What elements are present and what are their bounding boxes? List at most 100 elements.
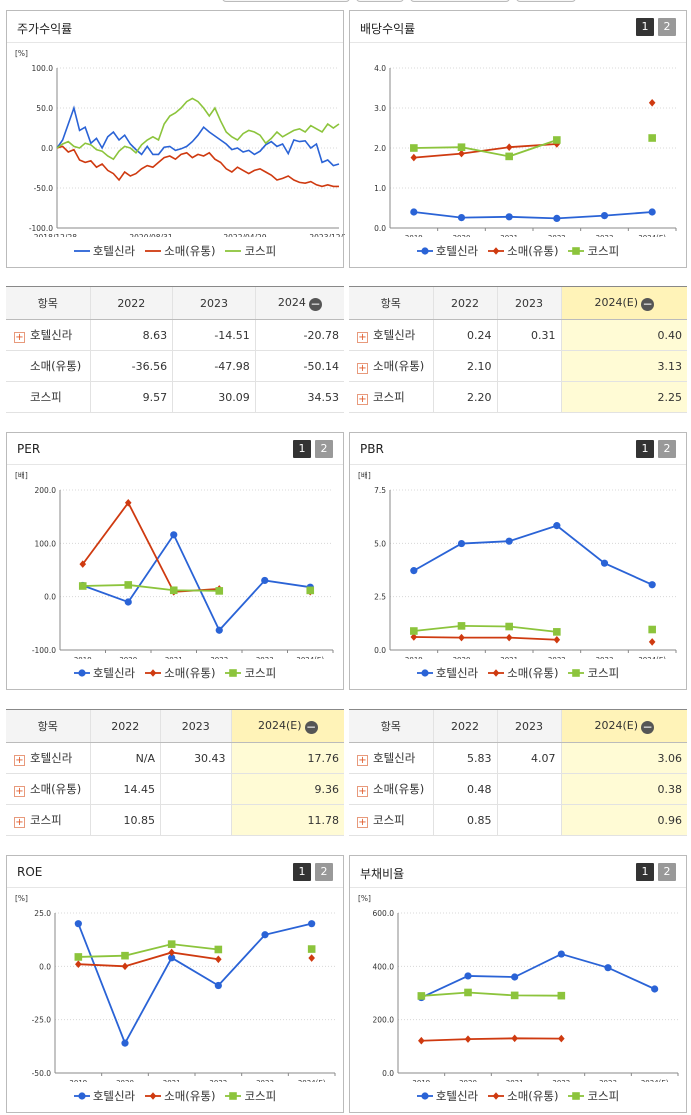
row-name: 호텔신라 (30, 751, 73, 765)
expand-icon[interactable]: + (357, 363, 368, 374)
top-tab[interactable] (410, 0, 510, 2)
y-tick-label: 0.0 (39, 962, 51, 971)
collapse-icon[interactable]: − (308, 296, 322, 311)
legend-item[interactable]: 코스피 (225, 243, 276, 259)
per-chart: [배] 200.0 100.0 0.0 -100.0 2019 2020 2021 2022 20… (15, 471, 334, 659)
data-point (648, 625, 656, 634)
data-point (553, 214, 561, 222)
row-label: + 소매(유통) (349, 350, 433, 382)
legend-item[interactable]: 소매(유통) (488, 1088, 558, 1104)
y-tick-label: 200.0 (373, 1016, 395, 1025)
data-point (553, 635, 561, 644)
legend-label: 소매(유통) (507, 1089, 559, 1103)
stock-chart: [%] 100.0 50.0 0.0 -50.0 -100.02018/12/28 2020… (15, 49, 345, 237)
legend-swatch (145, 1092, 162, 1100)
expand-icon[interactable]: + (14, 332, 25, 343)
page-1-button[interactable]: 1 (636, 440, 654, 458)
legend-item[interactable]: 소매(유통) (145, 665, 215, 681)
per-panel: PER 1 2 [배] 200.0 100.0 0.0 -100.0 2019 2020 20… (6, 432, 344, 690)
table-cell (496, 773, 561, 805)
page-1-button[interactable]: 1 (636, 18, 654, 36)
expand-icon[interactable]: + (14, 786, 25, 797)
row-name: 코스피 (373, 390, 405, 404)
data-point (511, 1034, 518, 1043)
legend-label: 코스피 (244, 1089, 277, 1103)
legend-label: 호텔신라 (435, 666, 479, 680)
column-header: 2022 (89, 709, 161, 743)
pbr-panel: PBR 1 2 [배]7.5 5.0 2.5 0.0 2019 2020 2021 2022 2… (349, 432, 687, 690)
collapse-icon[interactable]: − (641, 719, 655, 734)
legend-item[interactable]: 소매(유통) (488, 243, 558, 259)
y-tick-label: 5.0 (374, 539, 386, 548)
legend-marker (421, 1092, 429, 1100)
page-2-button[interactable]: 2 (658, 18, 676, 36)
legend-item[interactable]: 호텔신라 (416, 665, 479, 681)
collapse-icon[interactable]: − (641, 296, 655, 311)
legend-item[interactable]: 소매(유통) (488, 665, 558, 681)
legend-label: 코스피 (244, 244, 277, 258)
data-point (170, 531, 178, 539)
legend-item[interactable]: 코스피 (568, 665, 619, 681)
legend-item[interactable]: 호텔신라 (416, 1088, 478, 1104)
top-tab[interactable] (222, 0, 350, 2)
data-point (505, 537, 513, 545)
x-tick-label: 2023 (599, 1079, 617, 1082)
legend-swatch (416, 247, 433, 255)
expand-icon[interactable]: + (357, 817, 368, 828)
legend-item[interactable]: 코스피 (225, 665, 276, 681)
table-cell: 0.24 (432, 319, 497, 351)
data-point (505, 143, 513, 151)
expand-icon[interactable]: + (357, 332, 368, 343)
legend-item[interactable]: 호텔신라 (73, 1088, 135, 1104)
legend-item[interactable]: 코스피 (568, 1088, 619, 1104)
legend-marker (78, 669, 86, 677)
data-point (511, 973, 519, 981)
x-tick-label: 2022 (552, 1079, 570, 1082)
column-header: 2023 (160, 709, 232, 743)
data-point (74, 920, 82, 928)
expand-icon[interactable]: + (14, 755, 25, 766)
data-point (553, 522, 561, 530)
table-row: 소매(유통) -36.56 -47.98 -50.14 (6, 350, 344, 382)
table-cell: 0.85 (432, 804, 497, 836)
data-point (121, 962, 129, 971)
expand-icon[interactable]: + (357, 394, 368, 405)
page-1-button[interactable]: 1 (293, 863, 311, 881)
table-cell: 14.45 (89, 773, 161, 805)
top-tab[interactable] (516, 0, 576, 2)
legend-item[interactable]: 코스피 (225, 1088, 276, 1104)
legend: 호텔신라 소매(유통) 코스피 (350, 243, 686, 259)
expand-icon[interactable]: + (357, 786, 368, 797)
table-row: + 호텔신라 5.83 4.07 3.06 (349, 742, 687, 774)
series-line (78, 951, 219, 968)
table-cell: -36.56 (89, 350, 173, 382)
row-label: + 소매(유통) (349, 773, 433, 805)
table-cell: 9.57 (89, 381, 173, 413)
table-cell: 30.09 (172, 381, 256, 413)
page-1-button[interactable]: 1 (293, 440, 311, 458)
page-2-button[interactable]: 2 (658, 440, 676, 458)
table-row: + 소매(유통) 0.48 0.38 (349, 773, 687, 805)
legend-label: 호텔신라 (92, 666, 136, 680)
page-1-button[interactable]: 1 (636, 863, 654, 881)
legend-item[interactable]: 소매(유통) (145, 243, 215, 259)
expand-icon[interactable]: + (357, 755, 368, 766)
x-tick-label: 2020/08/31 (129, 233, 172, 237)
table-cell: 3.06 (560, 742, 687, 774)
page-2-button[interactable]: 2 (315, 440, 333, 458)
legend-item[interactable]: 호텔신라 (73, 243, 135, 259)
legend-item[interactable]: 호텔신라 (73, 665, 136, 681)
data-point (417, 992, 426, 1000)
expand-icon[interactable]: + (14, 817, 25, 828)
page-2-button[interactable]: 2 (658, 863, 676, 881)
collapse-icon[interactable]: − (304, 719, 318, 734)
legend-item[interactable]: 호텔신라 (416, 243, 478, 259)
legend-item[interactable]: 코스피 (568, 243, 619, 259)
page-2-button[interactable]: 2 (315, 863, 333, 881)
top-tab[interactable] (356, 0, 404, 2)
pbr-table: 항목 2022 2023 2024(E) − + 호텔신라 5.83 4.07 3.06 + 소매(유… (349, 709, 687, 836)
legend-item[interactable]: 소매(유통) (145, 1088, 215, 1104)
y-tick-label: 0.0 (374, 646, 386, 655)
table-cell: 30.43 (160, 742, 232, 774)
data-point (79, 560, 87, 568)
